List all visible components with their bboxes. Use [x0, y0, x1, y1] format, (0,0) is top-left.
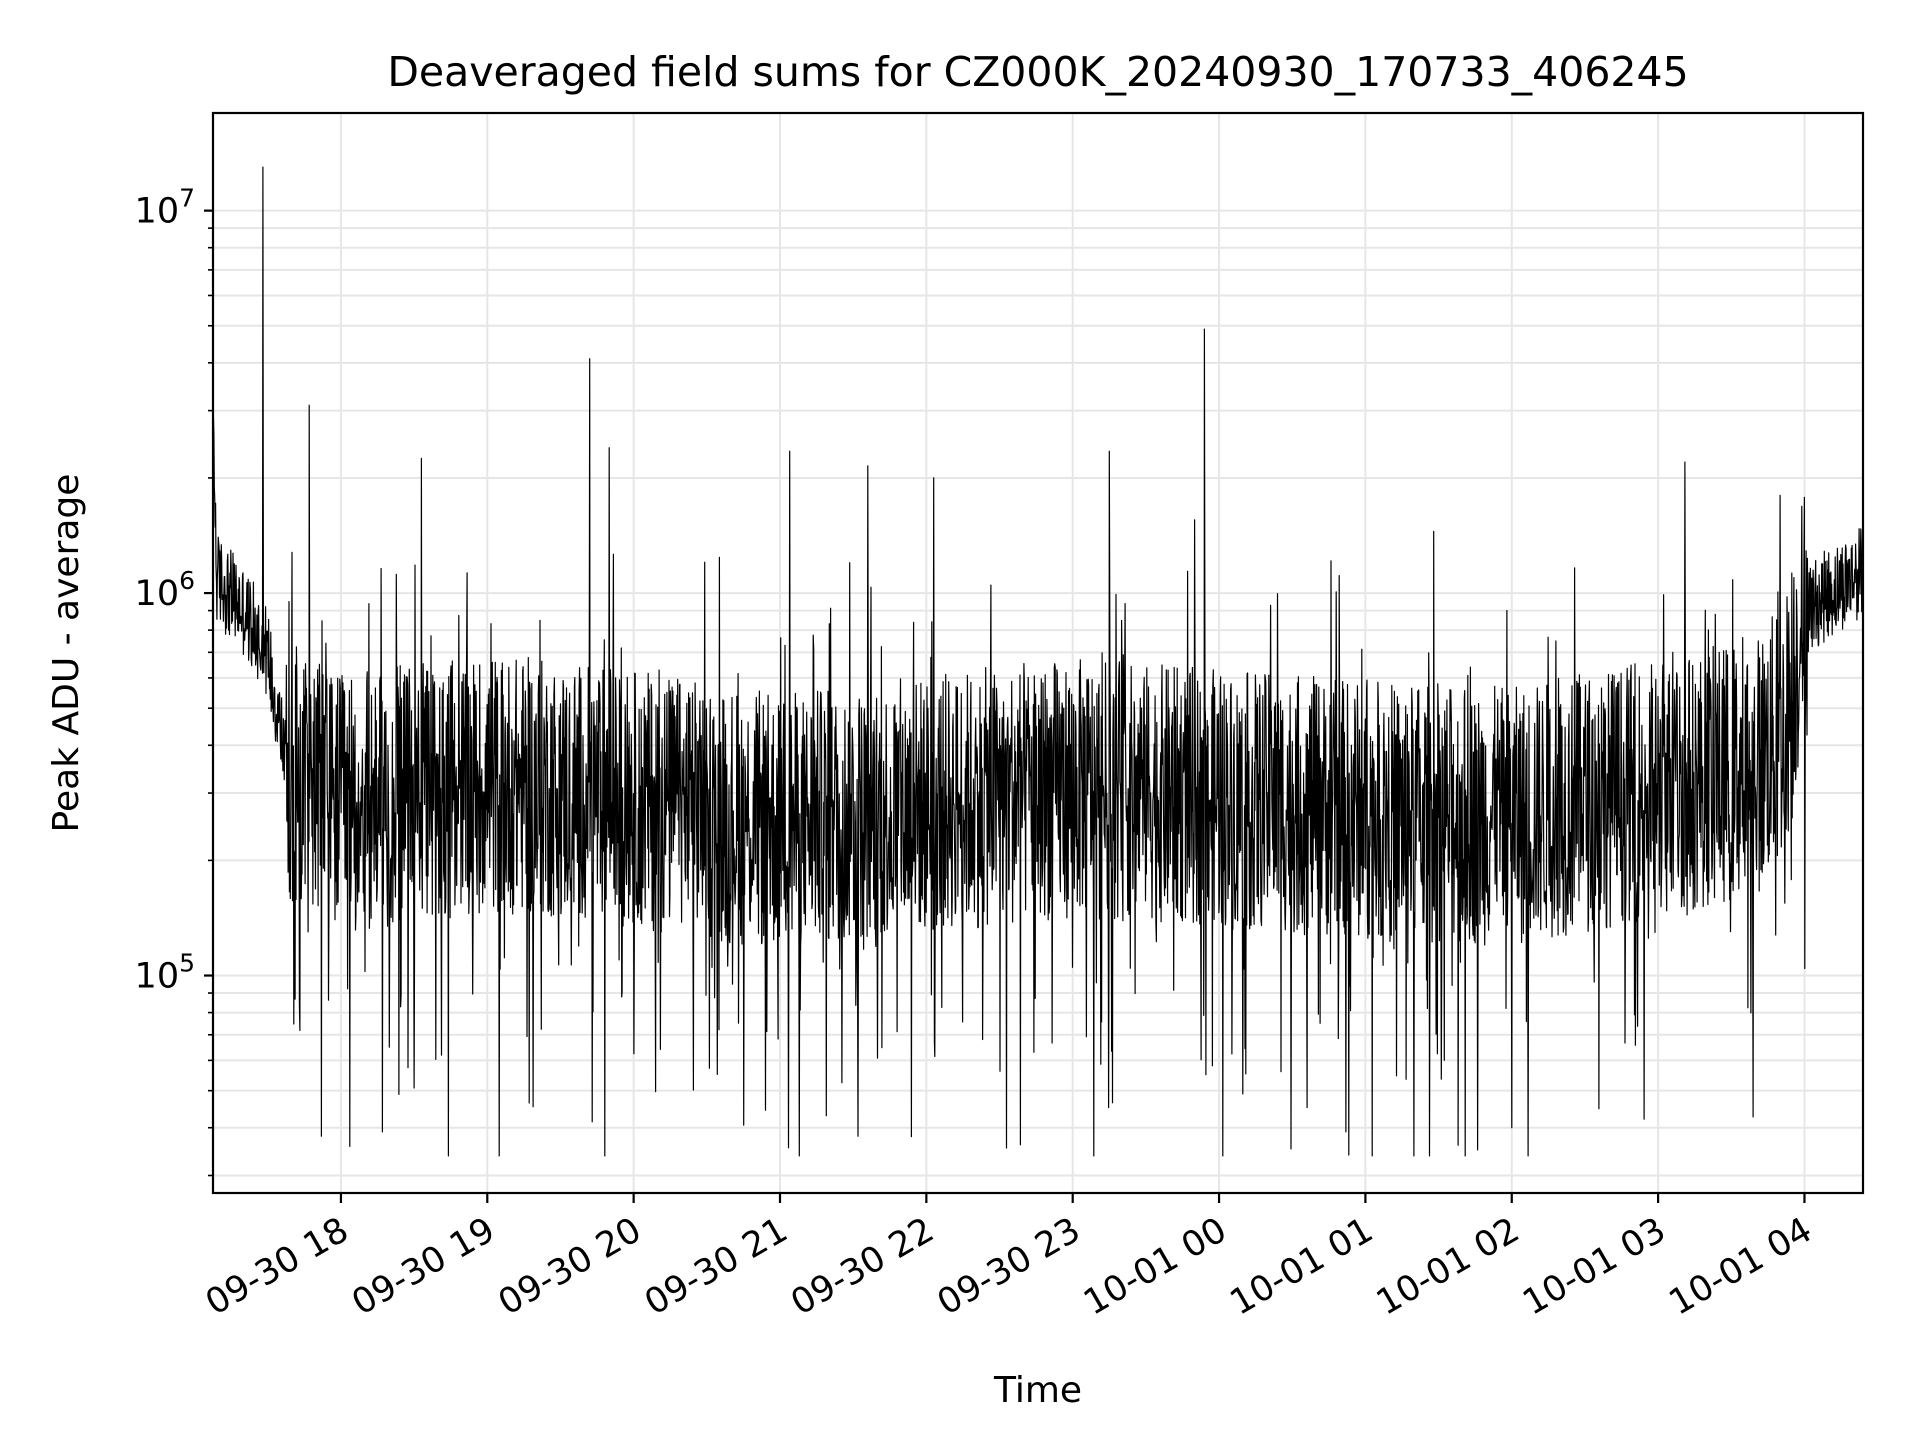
x-axis-label: Time	[993, 1370, 1082, 1411]
y-tick-label: 106	[135, 566, 195, 614]
series-layer	[212, 166, 1864, 1157]
y-tick-label: 107	[135, 184, 195, 232]
y-tick-label: 105	[135, 949, 195, 997]
y-axis-label: Peak ADU - average	[46, 474, 87, 833]
series-line	[212, 166, 1864, 1157]
chart-title: Deaveraged field sums for CZ000K_2024093…	[387, 48, 1688, 96]
y-axis: 105 106 107	[135, 184, 213, 1177]
